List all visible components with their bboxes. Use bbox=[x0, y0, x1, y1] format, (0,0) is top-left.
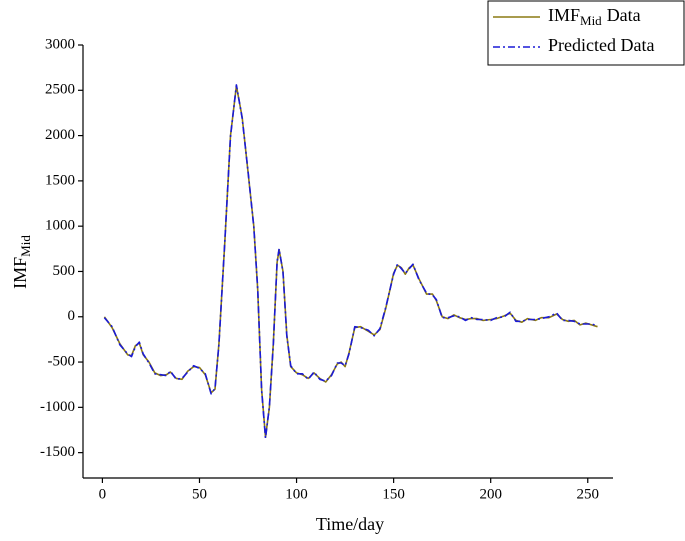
y-tick-label: 0 bbox=[68, 308, 76, 324]
legend-label: Predicted Data bbox=[548, 35, 654, 55]
x-tick-label: 50 bbox=[192, 486, 207, 502]
data-line bbox=[103, 85, 598, 438]
y-tick-label: 500 bbox=[53, 263, 76, 279]
y-axis-label-sub: Mid bbox=[18, 235, 33, 257]
legend-box bbox=[487, 0, 685, 66]
y-tick-label: 1000 bbox=[45, 218, 75, 234]
legend-label-main: IMF bbox=[548, 5, 580, 25]
y-axis-label-main: IMF bbox=[10, 257, 30, 289]
y-tick-label: 2500 bbox=[45, 82, 75, 98]
y-tick-label: 3000 bbox=[45, 36, 75, 52]
legend-label-rest: Data bbox=[607, 5, 641, 25]
data-line bbox=[103, 84, 598, 439]
y-tick-label: -1500 bbox=[40, 444, 75, 460]
legend-label-main: Predicted Data bbox=[548, 35, 654, 55]
legend-label-sub: Mid bbox=[580, 13, 602, 28]
x-tick-label: 100 bbox=[285, 486, 308, 502]
x-tick-label: 150 bbox=[382, 486, 405, 502]
y-tick-label: 2000 bbox=[45, 127, 75, 143]
legend-label: IMFMid Data bbox=[548, 5, 641, 28]
x-tick-label: 200 bbox=[479, 486, 502, 502]
y-tick-label: 1500 bbox=[45, 172, 75, 188]
x-tick-label: 250 bbox=[577, 486, 600, 502]
y-tick-label: -500 bbox=[48, 353, 76, 369]
y-tick-label: -1000 bbox=[40, 399, 75, 415]
y-axis-label: IMFMid bbox=[10, 235, 33, 289]
x-tick-label: 0 bbox=[99, 486, 107, 502]
x-axis-label: Time/day bbox=[316, 514, 384, 534]
